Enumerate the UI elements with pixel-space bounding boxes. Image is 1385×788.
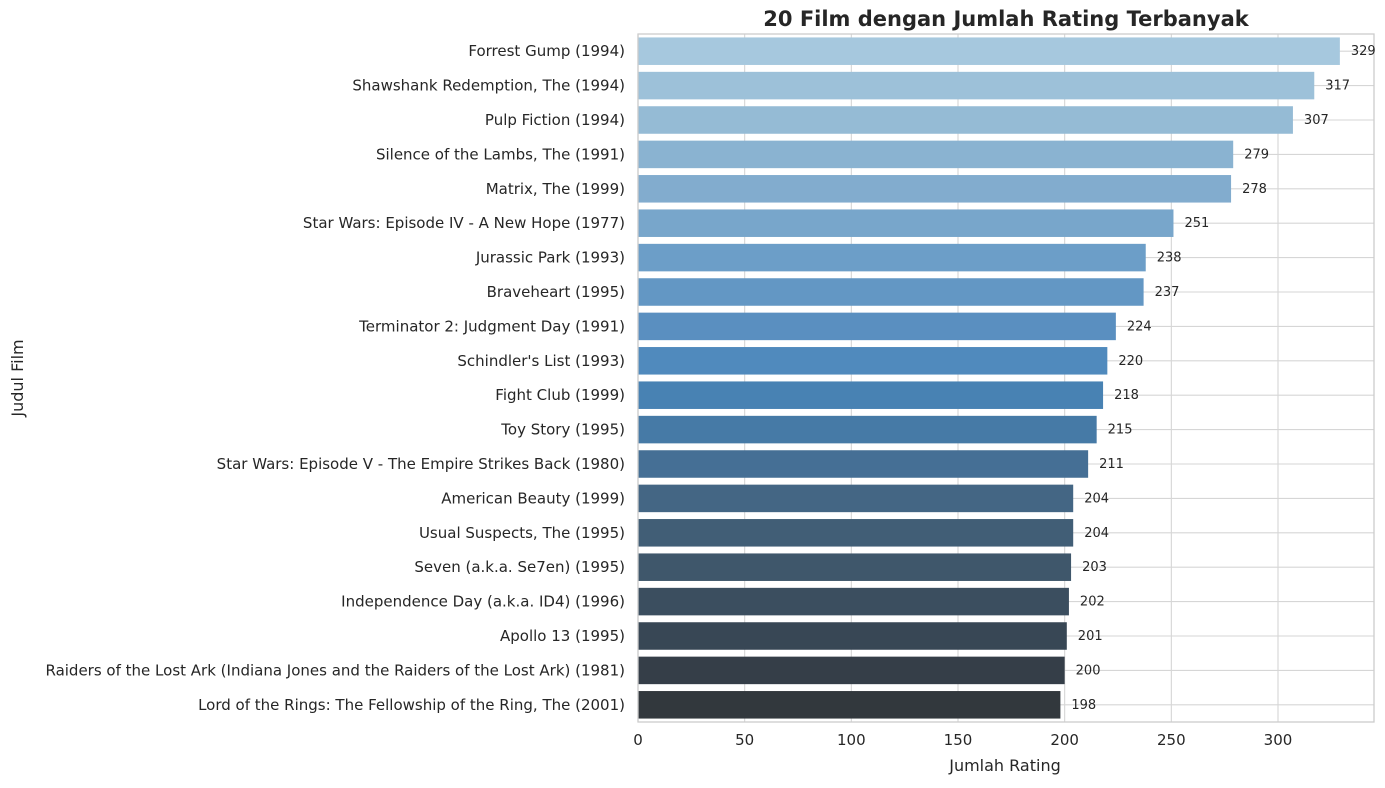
bar (638, 106, 1293, 134)
category-label: Toy Story (1995) (500, 421, 625, 439)
x-axis-label: Jumlah Rating (948, 756, 1061, 775)
data-label: 204 (1084, 526, 1109, 541)
x-tick-label: 0 (633, 731, 643, 749)
data-label: 307 (1304, 113, 1329, 128)
bar (638, 587, 1069, 616)
bar (638, 415, 1097, 444)
bar (638, 484, 1074, 513)
x-tick-label: 250 (1157, 731, 1186, 749)
bar (638, 243, 1146, 272)
x-tick-label: 100 (837, 731, 866, 749)
category-label: Terminator 2: Judgment Day (1991) (358, 317, 625, 335)
category-label: Shawshank Redemption, The (1994) (352, 77, 625, 95)
bar (638, 71, 1315, 100)
category-label: Lord of the Rings: The Fellowship of the… (198, 696, 625, 714)
category-label: Independence Day (a.k.a. ID4) (1996) (341, 593, 625, 611)
data-label: 220 (1118, 354, 1143, 369)
data-label: 224 (1127, 319, 1152, 334)
category-label: Star Wars: Episode V - The Empire Strike… (217, 455, 625, 473)
category-label: Matrix, The (1999) (486, 180, 625, 198)
category-label: Apollo 13 (1995) (500, 627, 625, 645)
x-tick-label: 50 (735, 731, 754, 749)
bar (638, 37, 1340, 65)
bar (638, 312, 1116, 341)
data-label: 204 (1084, 491, 1109, 506)
bar (638, 691, 1061, 719)
data-label: 200 (1076, 663, 1101, 678)
x-tick-label: 150 (944, 731, 973, 749)
x-tick-label: 200 (1050, 731, 1079, 749)
category-label: Silence of the Lambs, The (1991) (376, 145, 625, 163)
category-label: American Beauty (1999) (441, 489, 625, 507)
category-label: Jurassic Park (1993) (475, 249, 625, 267)
chart-title: 20 Film dengan Jumlah Rating Terbanyak (763, 7, 1249, 31)
data-label: 278 (1242, 182, 1267, 197)
x-tick-labels: 0 50 100 150 200 250 300 (633, 731, 1292, 749)
data-label: 218 (1114, 388, 1139, 403)
category-label: Forrest Gump (1994) (468, 42, 625, 60)
data-labels: 329 317 307 279 278 251 238 237 224 220 218 215 211 2… (1071, 44, 1375, 713)
category-label: Fight Club (1999) (495, 386, 625, 404)
category-labels: Forrest Gump (1994) Shawshank Redemption,… (45, 42, 625, 714)
category-label: Raiders of the Lost Ark (Indiana Jones a… (45, 661, 625, 679)
data-label: 251 (1184, 216, 1209, 231)
data-label: 203 (1082, 560, 1107, 575)
category-label: Braveheart (1995) (487, 283, 625, 301)
data-label: 202 (1080, 595, 1105, 610)
data-label: 215 (1108, 423, 1133, 438)
bar (638, 519, 1074, 547)
bar (638, 140, 1234, 169)
data-label: 201 (1078, 629, 1103, 644)
bar (638, 656, 1065, 685)
data-label: 211 (1099, 457, 1124, 472)
bar (638, 347, 1108, 375)
bar (638, 553, 1072, 581)
bar (638, 278, 1144, 306)
category-label: Pulp Fiction (1994) (485, 111, 625, 129)
plot-frame (637, 33, 1375, 723)
bar (638, 175, 1232, 203)
data-label: 237 (1155, 285, 1180, 300)
bar (638, 622, 1067, 650)
category-label: Seven (a.k.a. Se7en) (1995) (414, 558, 625, 576)
data-label: 198 (1071, 698, 1096, 713)
category-label: Schindler's List (1993) (457, 352, 625, 370)
data-label: 279 (1244, 147, 1269, 162)
plot-border (637, 33, 1375, 723)
bars (638, 37, 1340, 719)
grid-lines (637, 34, 1374, 722)
data-label: 317 (1325, 79, 1350, 94)
category-label: Usual Suspects, The (1995) (419, 524, 625, 542)
category-label: Star Wars: Episode IV - A New Hope (1977… (303, 214, 625, 232)
bar (638, 450, 1089, 478)
data-label: 238 (1157, 251, 1182, 266)
x-tick-label: 300 (1264, 731, 1293, 749)
y-axis-label: Judul Film (8, 339, 27, 417)
data-label: 329 (1351, 44, 1376, 59)
bar (638, 209, 1174, 237)
bar (638, 381, 1104, 409)
